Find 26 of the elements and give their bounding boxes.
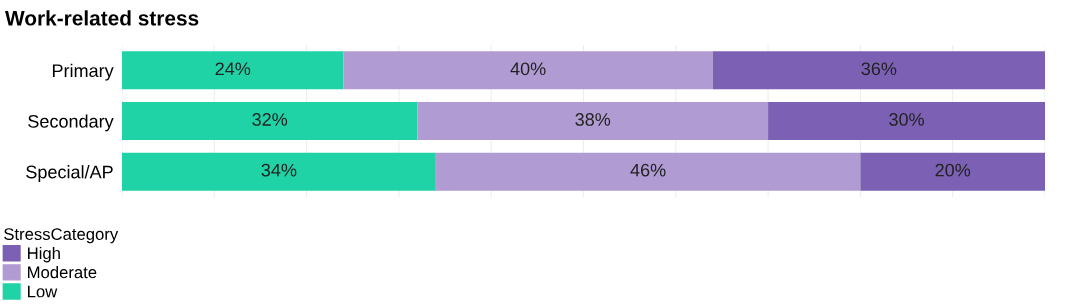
data-label: 36% (861, 62, 897, 76)
legend-title: StressCategory (4, 228, 119, 244)
y-tick-label: Special/AP (26, 165, 113, 182)
bar (712, 51, 1045, 90)
bar (122, 102, 418, 140)
data-label: 32% (252, 113, 288, 126)
data-label: 24% (215, 62, 251, 76)
bar (122, 51, 344, 90)
bar (768, 102, 1045, 140)
bar (122, 152, 436, 191)
bar (860, 152, 1045, 191)
y-tick-label: Secondary (28, 114, 114, 132)
chart-title: Work-related stress (5, 10, 199, 26)
y-tick-label: Primary (52, 63, 114, 81)
bar (417, 102, 769, 140)
data-label: 20% (935, 163, 971, 177)
data-label: 30% (889, 113, 924, 126)
bar (435, 152, 861, 191)
data-label: 40% (510, 62, 546, 76)
legend-label: Low (28, 285, 58, 298)
data-label: 38% (575, 113, 611, 126)
data-label: 46% (630, 163, 666, 177)
legend-label: High (28, 246, 60, 263)
legend-label: Moderate (28, 266, 97, 279)
bar (343, 51, 713, 90)
data-label: 34% (261, 163, 297, 177)
